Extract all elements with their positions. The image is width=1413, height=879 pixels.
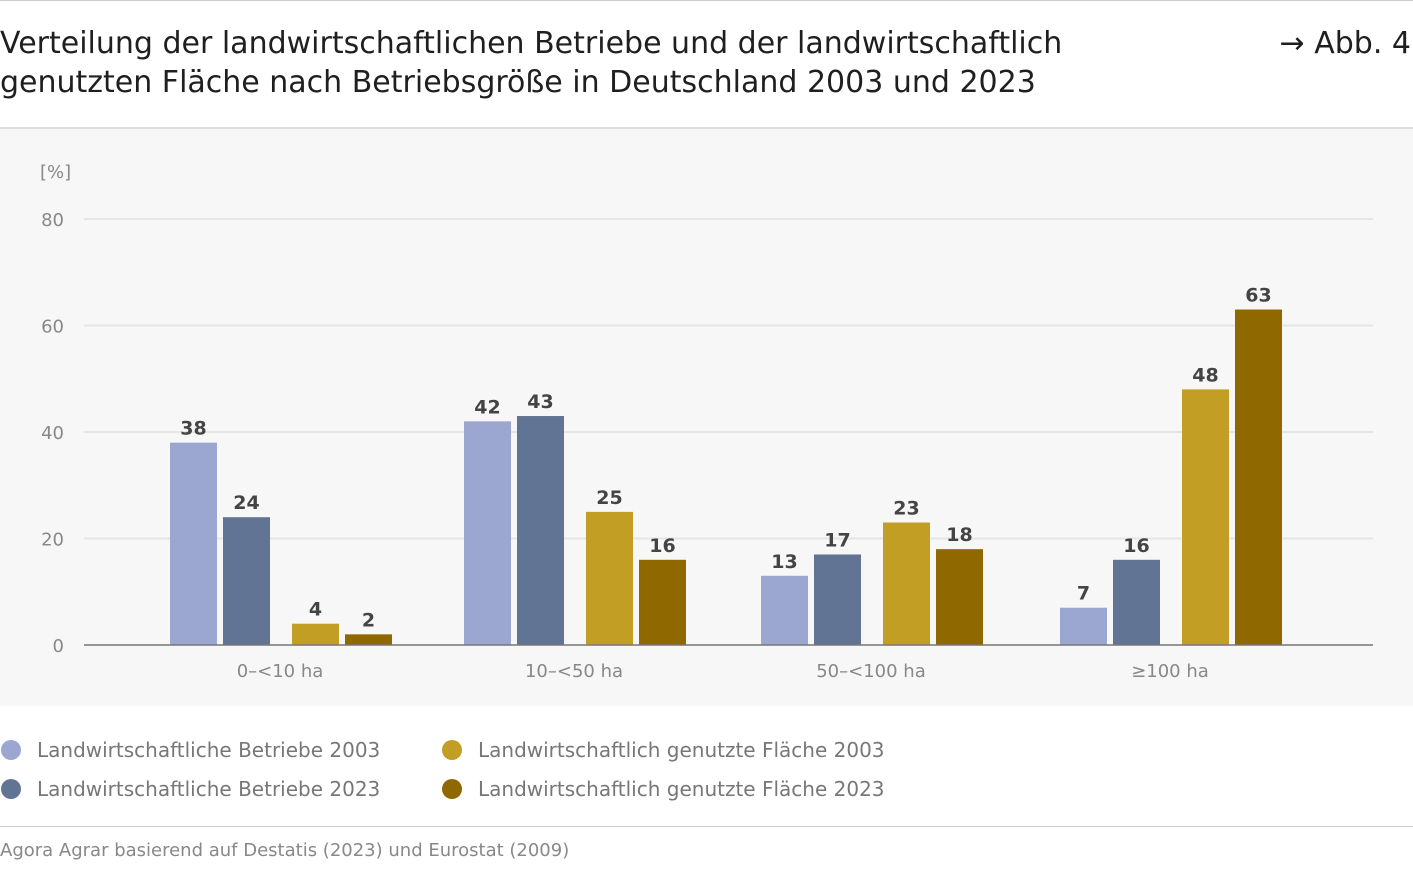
data-label: 63: [1245, 285, 1271, 307]
title-divider: [0, 127, 1413, 129]
legend-label: Landwirtschaftlich genutzte Fläche 2003: [478, 738, 885, 762]
data-label: 7: [1077, 583, 1090, 605]
data-label: 13: [771, 551, 797, 573]
y-tick-label: 0: [53, 636, 64, 657]
top-divider: [0, 0, 1413, 1]
data-label: 23: [893, 498, 919, 520]
bar: [586, 511, 633, 645]
x-tick-label: ≥100 ha: [1131, 661, 1209, 682]
legend-item: Landwirtschaftlich genutzte Fläche 2023: [442, 777, 885, 801]
bar: [170, 442, 217, 645]
source-note: Agora Agrar basierend auf Destatis (2023…: [0, 840, 570, 861]
y-tick-label: 60: [41, 317, 64, 338]
data-label: 43: [527, 391, 553, 413]
bar: [1113, 559, 1160, 645]
legend-label: Landwirtschaftliche Betriebe 2003: [37, 738, 381, 762]
legend-swatch: [1, 740, 21, 760]
data-label: 16: [649, 535, 675, 557]
bar: [639, 559, 686, 645]
data-label: 17: [824, 529, 850, 551]
figure-reference: → Abb. 4: [1279, 26, 1411, 61]
legend-label: Landwirtschaftliche Betriebe 2023: [37, 777, 381, 801]
y-axis-label: [%]: [40, 162, 71, 183]
x-tick-label: 0–<10 ha: [237, 661, 324, 682]
legend-swatch: [442, 779, 462, 799]
legend-item: Landwirtschaftlich genutzte Fläche 2003: [442, 738, 885, 762]
bar: [292, 623, 339, 645]
data-label: 48: [1192, 364, 1218, 386]
bar: [1060, 607, 1107, 645]
legend-swatch: [1, 779, 21, 799]
data-label: 16: [1123, 535, 1149, 557]
x-tick-label: 50–<100 ha: [816, 661, 926, 682]
bar: [814, 554, 861, 645]
legend-item: Landwirtschaftliche Betriebe 2023: [1, 777, 380, 801]
bar: [761, 575, 808, 645]
y-tick-label: 20: [41, 530, 64, 551]
bar: [1235, 309, 1282, 645]
data-label: 18: [946, 524, 972, 546]
data-label: 24: [233, 492, 259, 514]
bar: [464, 421, 511, 645]
legend-item: Landwirtschaftliche Betriebe 2003: [1, 738, 380, 762]
data-label: 4: [309, 599, 322, 621]
data-label: 38: [180, 418, 206, 440]
legend-label: Landwirtschaftlich genutzte Fläche 2023: [478, 777, 885, 801]
chart-title: Verteilung der landwirtschaftlichen Betr…: [0, 26, 1063, 100]
legend-swatch: [442, 740, 462, 760]
bar: [936, 549, 983, 645]
data-label: 2: [362, 609, 375, 631]
data-label: 25: [596, 487, 622, 509]
bar: [883, 522, 930, 645]
x-tick-label: 10–<50 ha: [525, 661, 623, 682]
data-label: 42: [474, 396, 500, 418]
bar: [345, 634, 392, 645]
bar: [517, 416, 564, 645]
y-tick-label: 40: [41, 423, 64, 444]
footer-divider: [0, 826, 1413, 827]
bar: [223, 517, 270, 645]
bar: [1182, 389, 1229, 645]
y-tick-label: 80: [41, 210, 64, 231]
